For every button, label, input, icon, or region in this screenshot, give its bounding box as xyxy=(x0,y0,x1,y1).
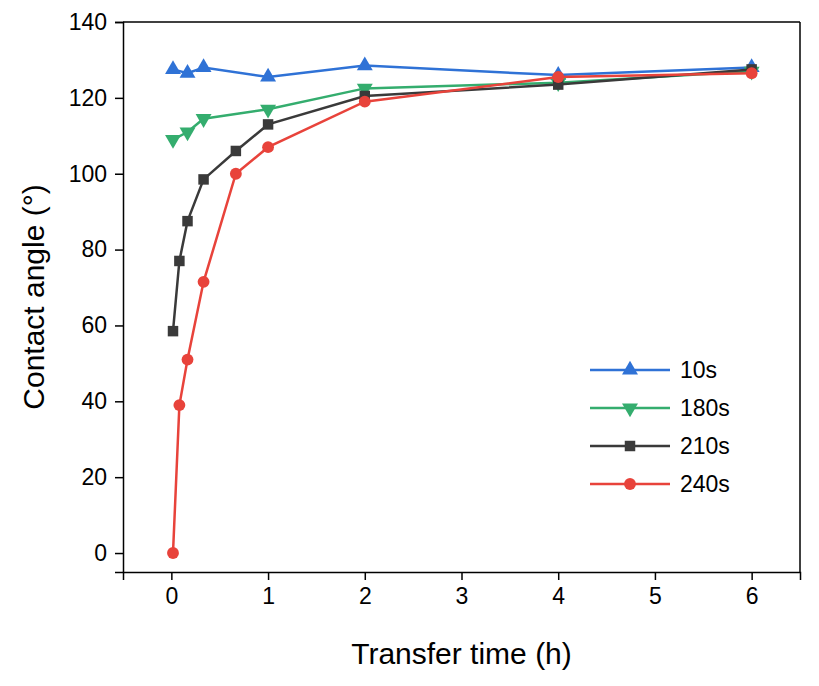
point xyxy=(196,114,212,128)
series-line xyxy=(173,73,752,553)
x-tick-label: 2 xyxy=(359,583,372,609)
point xyxy=(231,146,241,156)
y-axis: 0 20 40 60 80 100 120 140 xyxy=(69,9,124,573)
y-tick-mark xyxy=(115,401,123,403)
legend-marker xyxy=(625,441,635,451)
x-tick-mark xyxy=(751,572,753,580)
legend-marker xyxy=(622,361,638,375)
x-axis: 0 1 2 3 4 5 6 xyxy=(124,572,801,609)
y-tick: 80 xyxy=(81,236,123,262)
point xyxy=(196,58,212,72)
legend-label: 10s xyxy=(680,357,717,383)
y-tick: 20 xyxy=(81,464,123,490)
y-tick-mark xyxy=(115,22,123,24)
y-tick: 120 xyxy=(69,85,123,111)
x-tick-label: 6 xyxy=(746,583,759,609)
legend-label: 210s xyxy=(680,433,730,459)
point xyxy=(180,64,196,78)
x-tick-label: 5 xyxy=(649,583,662,609)
y-tick-label: 0 xyxy=(94,540,107,566)
plot: 012345602040608010012014010s180s210s240s xyxy=(69,9,801,609)
point xyxy=(174,256,184,266)
y-tick-mark xyxy=(115,249,123,251)
x-tick-mark xyxy=(171,572,173,580)
x-tick: 5 xyxy=(649,572,662,609)
y-tick: 60 xyxy=(81,312,123,338)
legend-entry: 10s xyxy=(590,357,717,383)
y-tick-label: 20 xyxy=(81,464,107,490)
legend-marker xyxy=(622,403,638,417)
point xyxy=(260,105,276,119)
x-tick-mark xyxy=(461,572,463,580)
y-tick-label: 60 xyxy=(81,312,107,338)
legend-entry: 180s xyxy=(590,395,730,421)
x-tick: 2 xyxy=(359,572,372,609)
y-tick: 100 xyxy=(69,161,123,187)
point xyxy=(173,399,185,411)
point xyxy=(359,96,371,108)
x-tick-label: 0 xyxy=(165,583,178,609)
frame xyxy=(799,22,801,572)
x-tick-label: 3 xyxy=(456,583,469,609)
y-tick: 140 xyxy=(69,9,123,35)
y-tick-mark xyxy=(115,477,123,479)
point xyxy=(230,168,242,180)
point xyxy=(182,216,192,226)
chart: 012345602040608010012014010s180s210s240s… xyxy=(0,0,819,686)
legend-entry: 240s xyxy=(590,471,730,497)
x-tick: 3 xyxy=(456,572,469,609)
point xyxy=(263,119,273,129)
x-tick: 6 xyxy=(746,572,759,609)
x-tick-mark xyxy=(655,572,657,580)
y-tick-mark xyxy=(115,98,123,100)
y-tick-label: 100 xyxy=(69,161,107,187)
frame xyxy=(123,21,800,23)
y-tick: 0 xyxy=(94,540,123,566)
x-tick-mark xyxy=(558,572,560,580)
y-tick-mark xyxy=(115,325,123,327)
data xyxy=(165,56,760,559)
legend-label: 240s xyxy=(680,471,730,497)
x-tick: 4 xyxy=(552,572,565,609)
legend-entry: 210s xyxy=(590,433,730,459)
y-tick-label: 40 xyxy=(81,388,107,414)
x-axis-title: Transfer time (h) xyxy=(351,637,572,670)
x-tick: 1 xyxy=(262,572,275,609)
point xyxy=(262,141,274,153)
point xyxy=(746,67,758,79)
x-tick-label: 1 xyxy=(262,583,275,609)
point xyxy=(198,174,208,184)
y-tick-mark xyxy=(115,553,123,555)
x-tick-mark xyxy=(365,572,367,580)
point xyxy=(198,276,210,288)
legend: 10s 180s 210s 240s xyxy=(590,357,730,497)
point xyxy=(357,56,373,70)
y-tick-label: 140 xyxy=(69,9,107,35)
x-tick-label: 4 xyxy=(552,583,565,609)
x-tick-mark xyxy=(268,572,270,580)
point xyxy=(165,60,181,74)
point xyxy=(167,547,179,559)
point xyxy=(260,68,276,82)
y-tick-label: 80 xyxy=(81,236,107,262)
y-tick: 40 xyxy=(81,388,123,414)
point xyxy=(552,71,564,83)
series-line xyxy=(173,71,752,139)
point xyxy=(168,326,178,336)
y-axis-title: Contact angle (°) xyxy=(17,184,50,409)
series-line xyxy=(173,69,752,331)
point xyxy=(182,354,194,366)
legend-marker xyxy=(624,478,636,490)
point xyxy=(180,127,196,141)
x-axis-line xyxy=(124,573,801,581)
point xyxy=(165,135,181,149)
y-tick-label: 120 xyxy=(69,85,107,111)
y-axis-line xyxy=(115,23,124,573)
x-tick: 0 xyxy=(165,572,178,609)
legend-label: 180s xyxy=(680,395,730,421)
y-tick-mark xyxy=(115,173,123,175)
